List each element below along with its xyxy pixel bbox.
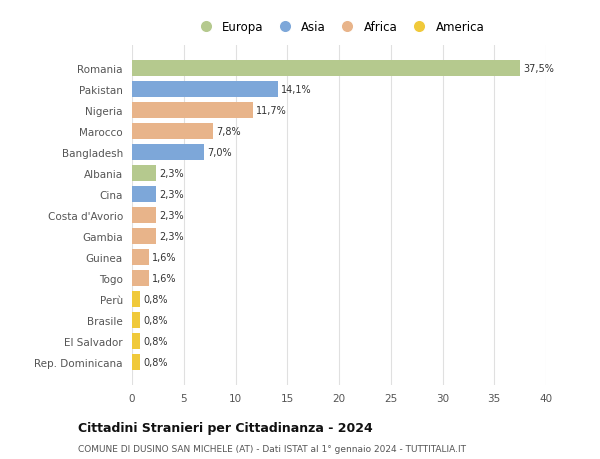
Text: 2,3%: 2,3% — [159, 190, 184, 200]
Bar — [132, 250, 149, 265]
Bar — [132, 62, 520, 77]
Text: 1,6%: 1,6% — [152, 252, 176, 263]
Legend: Europa, Asia, Africa, America: Europa, Asia, Africa, America — [190, 18, 488, 38]
Bar — [132, 208, 156, 224]
Text: 11,7%: 11,7% — [256, 106, 287, 116]
Text: 7,0%: 7,0% — [208, 148, 232, 158]
Bar — [132, 334, 140, 349]
Text: 0,8%: 0,8% — [143, 295, 168, 304]
Text: Cittadini Stranieri per Cittadinanza - 2024: Cittadini Stranieri per Cittadinanza - 2… — [78, 421, 373, 434]
Text: 2,3%: 2,3% — [159, 169, 184, 179]
Bar — [132, 271, 149, 286]
Text: 0,8%: 0,8% — [143, 336, 168, 347]
Bar — [132, 124, 213, 140]
Text: 14,1%: 14,1% — [281, 85, 311, 95]
Text: 2,3%: 2,3% — [159, 211, 184, 221]
Bar — [132, 313, 140, 328]
Bar — [132, 354, 140, 370]
Bar — [132, 166, 156, 182]
Bar — [132, 145, 205, 161]
Text: 0,8%: 0,8% — [143, 315, 168, 325]
Text: 0,8%: 0,8% — [143, 357, 168, 367]
Bar — [132, 103, 253, 119]
Text: 37,5%: 37,5% — [523, 64, 554, 74]
Bar — [132, 187, 156, 202]
Text: COMUNE DI DUSINO SAN MICHELE (AT) - Dati ISTAT al 1° gennaio 2024 - TUTTITALIA.I: COMUNE DI DUSINO SAN MICHELE (AT) - Dati… — [78, 444, 466, 453]
Bar — [132, 229, 156, 245]
Text: 2,3%: 2,3% — [159, 232, 184, 241]
Bar — [132, 291, 140, 308]
Text: 1,6%: 1,6% — [152, 274, 176, 284]
Text: 7,8%: 7,8% — [216, 127, 241, 137]
Bar — [132, 82, 278, 98]
